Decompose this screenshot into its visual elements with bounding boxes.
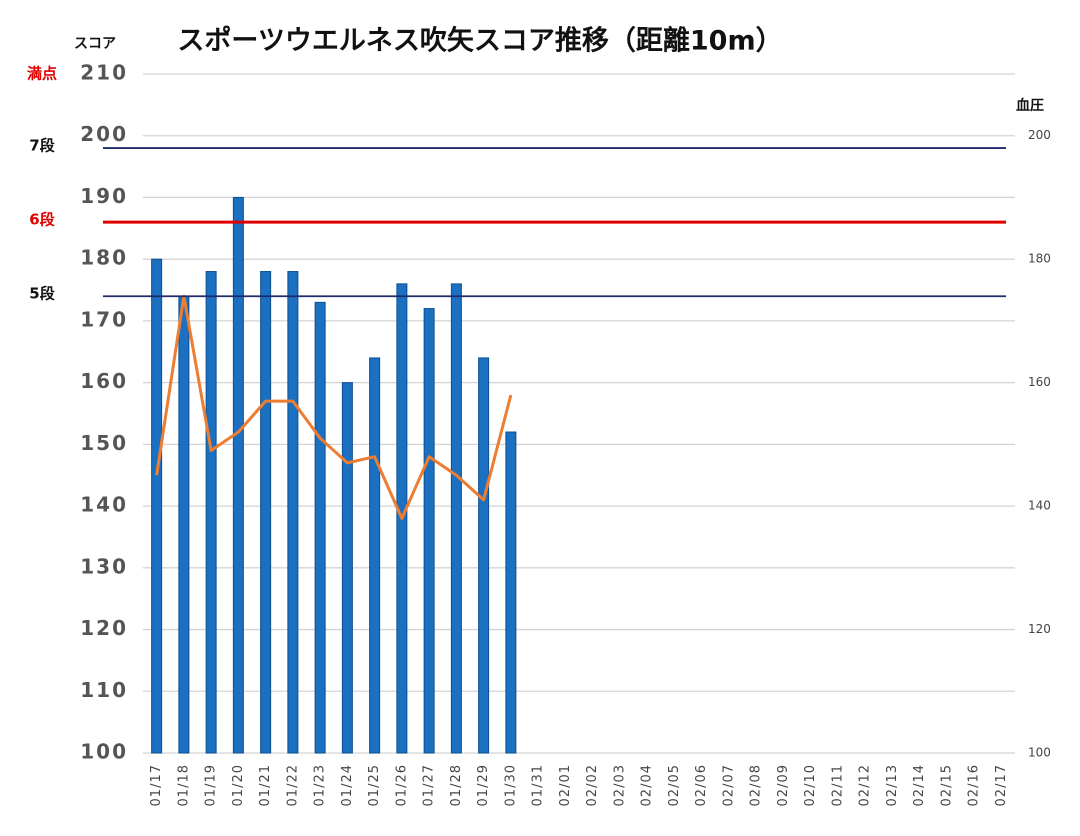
x-tick-label: 02/01 (558, 764, 573, 806)
x-tick-label: 01/25 (367, 764, 382, 806)
reference-label: 満点 (27, 65, 57, 83)
x-tick-label: 02/14 (912, 764, 927, 806)
x-tick-label: 01/21 (258, 764, 273, 806)
x-tick-label: 01/22 (285, 764, 300, 806)
y-tick-label: 170 (80, 307, 128, 331)
line-series (155, 294, 513, 520)
x-tick-label: 02/10 (803, 764, 818, 806)
x-tick-label: 02/07 (721, 764, 736, 806)
y-tick-label: 190 (80, 184, 128, 208)
x-tick-label: 01/19 (204, 764, 219, 806)
bar (178, 295, 190, 754)
x-tick-label: 02/05 (667, 764, 682, 806)
y-tick-label: 140 (80, 493, 128, 517)
x-tick-label: 02/11 (830, 764, 845, 806)
x-tick-label: 01/31 (531, 764, 546, 806)
bar (232, 196, 244, 754)
x-tick-label: 02/04 (640, 764, 655, 806)
x-tick-label: 02/13 (885, 764, 900, 806)
x-tick-label: 01/29 (476, 764, 491, 806)
x-tick-label: 02/15 (939, 764, 954, 806)
y-tick-label: 150 (80, 431, 128, 455)
bar (369, 357, 381, 754)
x-tick-label: 02/12 (858, 764, 873, 806)
y2-tick-label: 180 (1028, 252, 1051, 266)
x-tick-label: 01/23 (313, 764, 328, 806)
x-tick-label: 01/30 (503, 764, 518, 806)
x-tick-label: 02/06 (694, 764, 709, 806)
bar (260, 271, 272, 754)
y-tick-label: 100 (80, 740, 128, 764)
bar (478, 357, 490, 754)
bar (423, 308, 435, 754)
bar (151, 258, 163, 754)
y2-axis-label: 血圧 (1016, 97, 1044, 114)
y2-tick-label: 160 (1028, 375, 1051, 389)
y-tick-label: 120 (80, 616, 128, 640)
x-tick-label: 01/24 (340, 764, 355, 806)
x-tick-label: 01/17 (149, 764, 164, 806)
x-tick-label: 02/08 (749, 764, 764, 806)
reference-label: 6段 (29, 211, 54, 229)
x-tick-label: 02/03 (612, 764, 627, 806)
y-tick-label: 210 (80, 61, 128, 85)
x-tick-label: 02/02 (585, 764, 600, 806)
chart-title: スポーツウエルネス吹矢スコア推移（距離10m） (177, 25, 782, 57)
x-tick-label: 02/17 (994, 764, 1009, 806)
reference-label: 5段 (29, 285, 54, 303)
x-tick-label: 01/28 (449, 764, 464, 806)
y2-tick-label: 100 (1028, 746, 1051, 760)
bar (287, 271, 299, 754)
x-tick-label: 01/18 (176, 764, 191, 806)
x-tick-label: 01/20 (231, 764, 246, 806)
y2-tick-label: 200 (1028, 128, 1051, 142)
y-tick-label: 200 (80, 122, 128, 146)
x-tick-label: 02/09 (776, 764, 791, 806)
y2-tick-label: 120 (1028, 622, 1051, 636)
bar (341, 382, 353, 754)
x-tick-label: 01/26 (394, 764, 409, 806)
y-tick-label: 110 (80, 678, 128, 702)
x-tick-label: 02/16 (967, 764, 982, 806)
y2-tick-label: 140 (1028, 499, 1051, 513)
y-tick-label: 160 (80, 369, 128, 393)
x-tick-label: 01/27 (422, 764, 437, 806)
y-tick-label: 130 (80, 554, 128, 578)
reference-label: 7段 (29, 137, 54, 155)
bar (205, 271, 217, 754)
bar (450, 283, 462, 754)
y-tick-label: 180 (80, 246, 128, 270)
bar (505, 431, 517, 754)
bar (314, 301, 326, 754)
y-axis-label: スコア (74, 36, 116, 52)
